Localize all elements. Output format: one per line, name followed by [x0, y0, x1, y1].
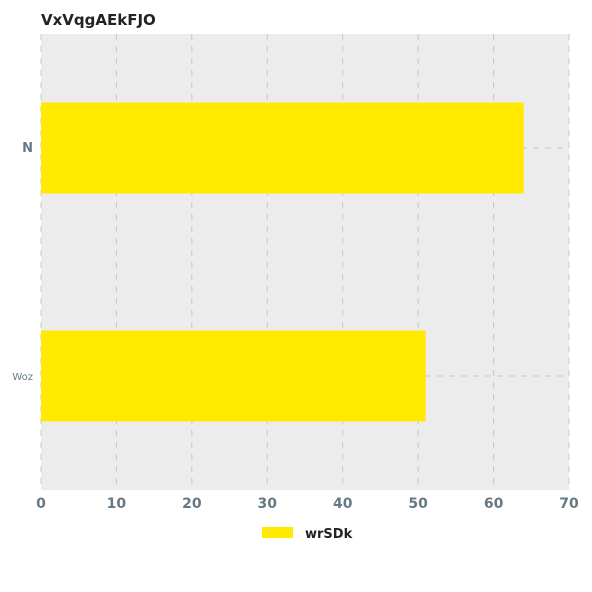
x-tick-label-1: 10: [107, 496, 127, 512]
bar-n: [41, 102, 524, 194]
x-tick-label-2: 20: [182, 496, 202, 512]
bars: [41, 102, 524, 422]
x-tick-label-4: 40: [333, 496, 353, 512]
y-tick-label-n: N: [22, 141, 33, 156]
legend-swatch-wrsdk: [262, 527, 293, 538]
x-tick-label-7: 70: [559, 496, 579, 512]
x-tick-label-3: 30: [258, 496, 278, 512]
chart-title: VxVqgAEkFJO: [41, 11, 156, 29]
y-axis-ticks: N Woz: [12, 141, 33, 383]
legend-label-wrsdk: wrSDk: [305, 527, 353, 542]
x-tick-label-0: 0: [36, 496, 46, 512]
x-tick-label-6: 60: [484, 496, 504, 512]
x-tick-label-5: 50: [408, 496, 428, 512]
legend: wrSDk: [262, 527, 353, 542]
bar-woz: [41, 330, 426, 422]
y-tick-label-woz: Woz: [12, 372, 33, 383]
x-axis-ticks: 0 10 20 30 40 50 60 70: [36, 496, 579, 512]
plot-area: [41, 34, 569, 490]
